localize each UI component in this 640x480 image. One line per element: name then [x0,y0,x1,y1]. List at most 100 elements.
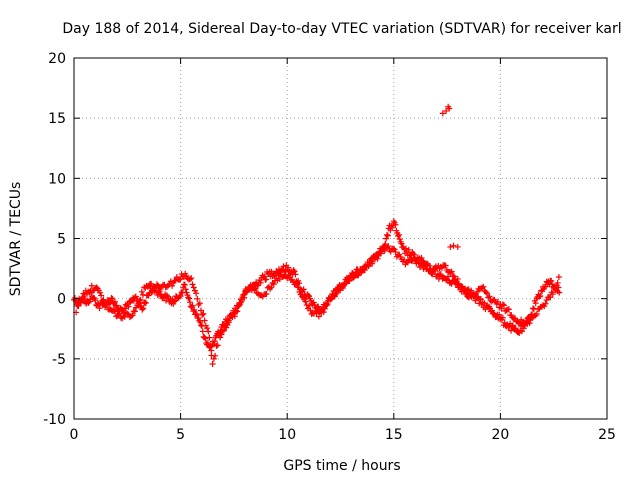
data-point [553,284,560,291]
data-point [191,287,198,294]
data-point [240,292,247,299]
data-point [555,273,562,280]
data-points [71,103,563,367]
data-point [480,283,487,290]
data-point [520,325,527,332]
x-tick-label: 20 [491,427,509,443]
data-point [537,293,544,300]
data-point [541,283,548,290]
data-point [71,295,78,302]
data-point [206,334,213,341]
data-point [392,249,399,256]
data-point [451,273,458,280]
data-point [324,301,331,308]
data-point [176,276,183,283]
data-point [556,289,563,296]
data-point [418,254,425,261]
data-point [75,302,82,309]
data-point [211,338,218,345]
data-point [526,320,533,327]
data-point [128,313,135,320]
data-point [199,311,206,318]
data-point [189,302,196,309]
data-point [389,224,396,231]
data-point [402,245,409,252]
data-point [189,281,196,288]
data-point [178,289,185,296]
data-point [482,288,489,295]
data-point [498,305,505,312]
data-point [86,289,93,296]
y-tick-label: 15 [48,111,66,127]
data-point [93,284,100,291]
data-point [505,306,512,313]
data-point [552,287,559,294]
data-point [110,307,117,314]
data-point [120,312,127,319]
data-point [506,323,513,330]
data-point [212,352,219,359]
data-point [439,110,446,117]
data-point [390,245,397,252]
data-point [295,284,302,291]
data-point [532,300,539,307]
data-point [181,281,188,288]
data-point [499,314,506,321]
y-tick-label: 10 [48,171,66,187]
data-point [382,241,389,248]
data-point [142,300,149,307]
x-tick-label: 5 [176,427,185,443]
y-tick-label: -10 [43,412,66,428]
x-tick-label: 15 [385,427,403,443]
data-point [529,305,536,312]
data-point [197,319,204,326]
data-point [183,272,190,279]
data-point [479,284,486,291]
data-point [410,254,417,261]
data-point [193,290,200,297]
data-point [378,248,385,255]
data-point [188,275,195,282]
data-point [396,236,403,243]
data-point [293,281,300,288]
data-point [430,266,437,273]
y-tick-label: -5 [52,352,66,368]
data-point [112,308,119,315]
data-point [395,231,402,238]
data-point [302,298,309,305]
data-point [202,335,209,342]
data-point [454,275,461,282]
data-point [213,342,220,349]
data-point [103,302,110,309]
data-point [547,294,554,301]
data-point [548,277,555,284]
data-point [477,295,484,302]
data-point [533,310,540,317]
data-point [365,262,372,269]
data-point [239,296,246,303]
data-point [542,283,549,290]
data-point [410,250,417,257]
data-point [79,295,86,302]
data-point [191,306,198,313]
data-point [186,299,193,306]
data-point [472,297,479,304]
data-point [88,282,95,289]
data-point [381,247,388,254]
data-point [391,246,398,253]
data-point [182,286,189,293]
y-tick-label: 0 [57,292,66,308]
data-point [139,306,146,313]
data-point [111,298,118,305]
data-point [499,301,506,308]
data-point [328,295,335,302]
data-point [257,279,264,286]
data-point [383,231,390,238]
data-point [201,317,208,324]
data-point [519,328,526,335]
data-point [542,300,549,307]
data-point [405,246,412,253]
data-point [447,269,454,276]
data-point [501,302,508,309]
data-point [96,289,103,296]
